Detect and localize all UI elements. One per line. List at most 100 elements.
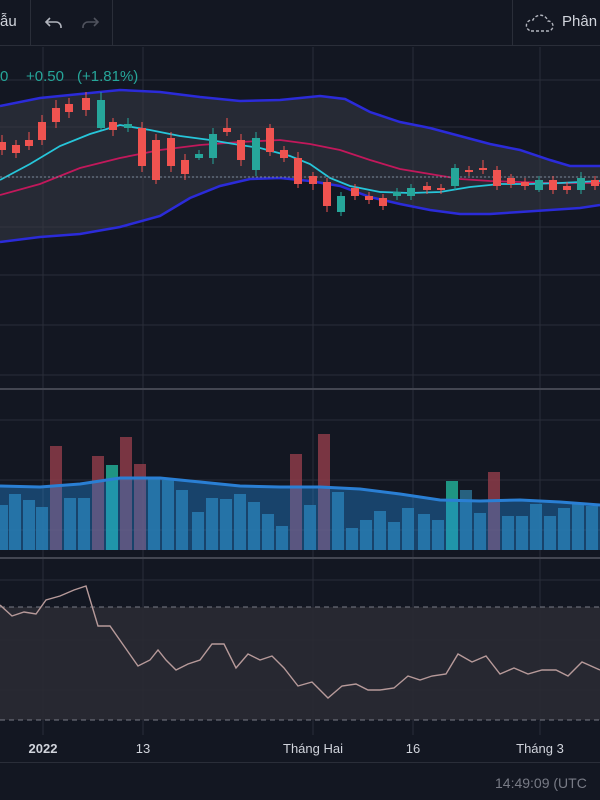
volume-bar [418,514,430,550]
candle-body [280,150,288,158]
candle-down [591,176,599,190]
analysis-button[interactable]: Phân [562,13,598,30]
redo-icon [82,17,100,28]
x-axis-label: 2022 [29,741,58,756]
cloud-save-button[interactable] [522,9,556,37]
undo-button[interactable] [40,9,68,37]
volume-bar [248,502,260,550]
candle-up [407,184,415,200]
legend-change-percent: (+1.81%) [77,68,139,85]
volume-bar [206,498,218,550]
clock-time[interactable]: 14:49:09 (UTC [495,775,587,791]
redo-button[interactable] [76,9,104,37]
volume-bar [64,498,76,550]
toolbar-divider [30,0,31,46]
volume-bar [530,504,542,550]
toolbar-template-label[interactable]: ẫu [0,13,17,30]
volume-bar [262,514,274,550]
volume-bar [50,446,62,550]
candle-down [309,172,317,190]
volume-bar [176,490,188,550]
x-axis-label: 13 [136,741,150,756]
volume-bar [346,528,358,550]
candle-down [465,166,473,176]
bollinger-middle-line [0,139,600,196]
candle-down [138,122,146,172]
status-bar: 14:49:09 (UTC [0,762,600,800]
candle-down [25,132,33,150]
volume-bar [446,481,458,550]
candle-body [109,122,117,130]
candle-up [577,172,585,194]
candle-up [451,164,459,190]
candle-body [82,98,90,110]
candle-body [12,145,20,153]
candle-up [535,176,543,192]
volume-bar [460,490,472,550]
candle-up [97,92,105,130]
candle-body [507,178,515,184]
candle-body [52,108,60,122]
top-toolbar: ẫu Phân [0,0,600,46]
candle-body [351,188,359,196]
candle-body [563,186,571,190]
candle-body [577,178,585,190]
toolbar-divider [112,0,113,46]
candle-body [437,188,445,190]
candle-down [280,146,288,162]
volume-bar [388,522,400,550]
volume-bar [572,504,584,550]
x-axis-label: Tháng Hai [283,741,343,756]
chart-canvas[interactable]: 2022 13 Tháng Hai 16 Tháng 3 [0,47,600,762]
candle-body [479,168,487,170]
candle-body [337,196,345,212]
candle-down [437,184,445,194]
candle-body [124,124,132,128]
candle-body [25,140,33,146]
candle-down [181,154,189,180]
candle-down [493,166,501,190]
candle-body [465,170,473,172]
volume-bar [0,505,8,550]
volume-bar [134,464,146,550]
candle-down [52,100,60,128]
candle-up [393,188,401,200]
candle-down [237,134,245,166]
candle-body [451,168,459,186]
x-axis-label: Tháng 3 [516,741,564,756]
candle-down [38,115,46,145]
candle-body [294,158,302,184]
volume-bar [120,437,132,550]
candle-up [337,192,345,216]
candle-down [152,134,160,184]
candle-down [294,152,302,188]
chart-area[interactable]: 2022 13 Tháng Hai 16 Tháng 3 [0,47,600,762]
candle-down [167,132,175,172]
candle-up [209,128,217,164]
candle-body [167,138,175,166]
legend-price: 0 [0,68,9,85]
volume-bar [332,492,344,550]
candle-down [351,184,359,200]
candle-body [181,160,189,174]
candle-down [82,92,90,116]
volume-bar [502,516,514,550]
x-axis-label: 16 [406,741,420,756]
candle-body [195,154,203,158]
candle-body [97,100,105,128]
volume-bar [290,454,302,550]
candle-down [65,98,73,118]
legend-change: +0.50 [26,68,64,85]
candle-down [563,182,571,194]
volume-bar [374,511,386,550]
bollinger-upper-line [0,88,600,168]
candle-body [152,140,160,180]
candlestick-series [0,92,599,216]
candle-body [493,170,501,186]
candle-body [223,128,231,132]
volume-bar [36,507,48,550]
candle-body [252,138,260,170]
candle-up [252,132,260,176]
volume-bar [148,478,160,550]
candle-body [38,122,46,140]
